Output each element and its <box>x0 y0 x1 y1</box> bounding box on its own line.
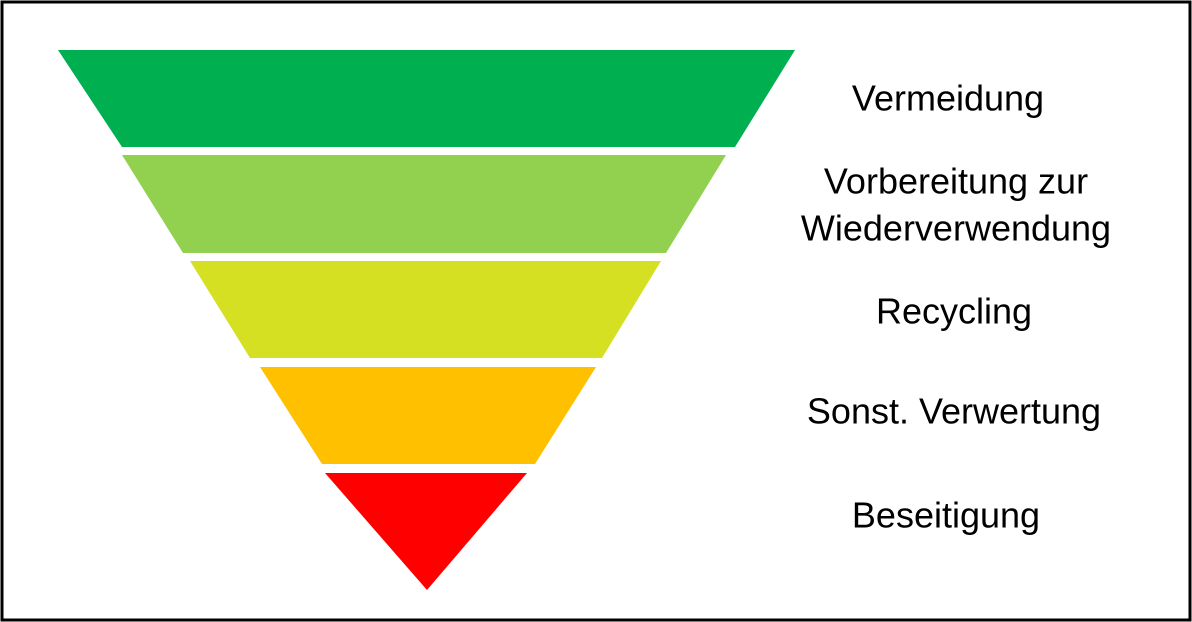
level-label: Vermeidung <box>852 78 1044 119</box>
level-band <box>325 473 527 590</box>
level-band <box>190 261 661 358</box>
level-band <box>58 50 795 147</box>
level-band <box>260 367 596 464</box>
level-label: Vorbereitung zur <box>824 161 1088 202</box>
level-label: Wiederverwendung <box>801 208 1111 249</box>
level-label: Recycling <box>876 291 1032 332</box>
level-label: Beseitigung <box>852 495 1040 536</box>
level-band <box>122 155 726 253</box>
level-label: Sonst. Verwertung <box>807 391 1101 432</box>
